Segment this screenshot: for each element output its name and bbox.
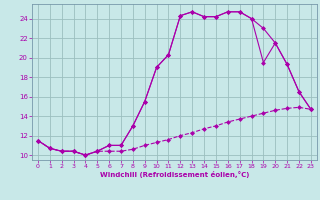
X-axis label: Windchill (Refroidissement éolien,°C): Windchill (Refroidissement éolien,°C) <box>100 171 249 178</box>
